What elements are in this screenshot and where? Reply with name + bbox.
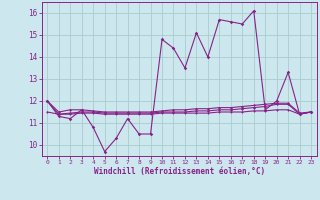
X-axis label: Windchill (Refroidissement éolien,°C): Windchill (Refroidissement éolien,°C) <box>94 167 265 176</box>
